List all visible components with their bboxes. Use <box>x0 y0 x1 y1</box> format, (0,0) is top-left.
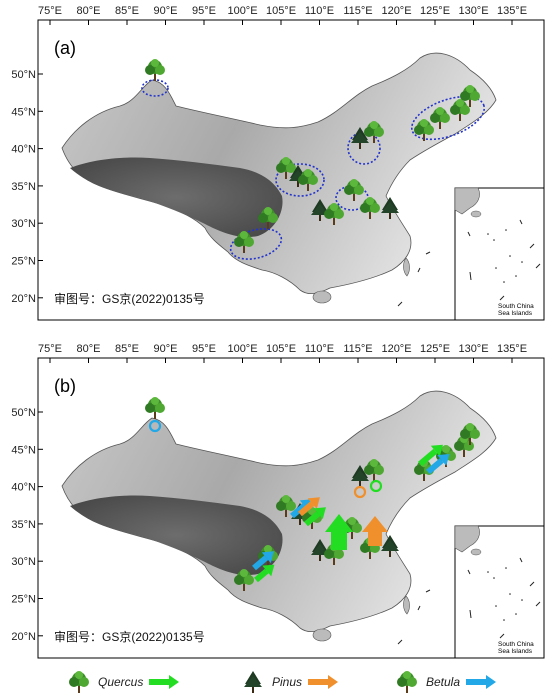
inset-caption-line2: Sea Islands <box>498 648 533 655</box>
island-marks <box>397 251 431 307</box>
quercus-tree-icon <box>69 671 89 693</box>
quercus-no-change-ring <box>369 479 383 493</box>
lon-tick-label: 85°E <box>115 343 139 355</box>
lon-tick-label: 125°E <box>420 5 450 17</box>
lat-tick-label: 25°N <box>11 594 36 606</box>
lon-tick-label: 80°E <box>77 5 101 17</box>
lon-tick-label: 105°E <box>266 5 296 17</box>
lat-tick-label: 30°N <box>11 218 36 230</box>
lon-tick-label: 95°E <box>192 5 216 17</box>
quercus-arrow-ne <box>418 444 443 467</box>
lon-tick-label: 90°E <box>154 5 178 17</box>
betula-no-change-ring <box>148 419 162 433</box>
panel-label: (b) <box>54 376 76 396</box>
china-landmass <box>61 390 497 632</box>
betula-arrow-sw <box>252 551 274 571</box>
pinus-arrow-icon <box>308 675 339 689</box>
legend-item-betula: Betula <box>394 668 497 696</box>
legend-item-pinus: Pinus <box>240 668 339 696</box>
pinus-tree-icon <box>244 671 262 693</box>
lat-tick-label: 20°N <box>11 293 36 305</box>
lon-tick-label: 95°E <box>192 343 216 355</box>
change-indicators <box>148 419 450 583</box>
quercus-arrow-large <box>325 514 353 550</box>
hainan-island <box>312 628 332 642</box>
tibetan-plateau <box>70 495 283 576</box>
betula-arrow-icon <box>466 675 497 689</box>
panel-label: (a) <box>54 38 76 58</box>
lon-tick-label: 100°E <box>227 5 257 17</box>
lon-tick-label: 130°E <box>458 343 488 355</box>
south-china-sea-inset <box>454 525 545 659</box>
lat-tick-label: 25°N <box>11 256 36 268</box>
lon-tick-label: 110°E <box>305 5 334 17</box>
taiwan-island <box>403 257 410 277</box>
lon-tick-label: 90°E <box>154 343 178 355</box>
approval-number: 审图号：GS京(2022)0135号 <box>54 291 205 306</box>
map-panel-b: 75°E 80°E 85°E 90°E 95°E 100°E 105°E 110°E 115°E… <box>0 338 549 660</box>
lon-tick-label: 120°E <box>381 5 411 17</box>
lon-tick-label: 135°E <box>497 343 527 355</box>
pinus-arrow-mid <box>298 497 320 517</box>
lon-tick-label: 120°E <box>381 343 411 355</box>
inset-caption-line2: Sea Islands <box>498 310 533 317</box>
china-landmass <box>61 52 497 294</box>
lon-tick-label: 135°E <box>497 5 527 17</box>
map-panel-a: 75°E 80°E 85°E 90°E 95°E 100°E 105°E 110°E 115°E… <box>0 0 549 338</box>
lat-axis-left: 50°N 45°N 40°N 35°N 30°N 25°N 20°N <box>11 69 43 305</box>
tibetan-plateau <box>70 157 283 238</box>
lat-tick-label: 50°N <box>11 407 36 419</box>
inset-caption-line1: South China <box>498 641 534 648</box>
lon-tick-label: 100°E <box>227 343 257 355</box>
lat-tick-label: 40°N <box>11 144 36 156</box>
lon-tick-label: 125°E <box>420 343 450 355</box>
betula-arrow-ne <box>426 454 450 475</box>
hainan-island <box>312 290 332 304</box>
approval-number: 审图号：GS京(2022)0135号 <box>54 629 205 644</box>
legend-item-quercus: Quercus <box>66 668 180 696</box>
lon-tick-label: 75°E <box>38 343 62 355</box>
inset-caption-line1: South China <box>498 303 534 310</box>
lon-tick-label: 85°E <box>115 5 139 17</box>
lat-tick-label: 40°N <box>11 482 36 494</box>
taiwan-island <box>403 595 410 615</box>
legend-label-pinus: Pinus <box>272 675 303 689</box>
pinus-no-change-ring <box>353 485 367 499</box>
lon-tick-label: 80°E <box>77 343 101 355</box>
island-marks <box>397 589 431 645</box>
lon-axis-top: 75°E 80°E 85°E 90°E 95°E 100°E 105°E 110°E 115°E… <box>38 343 527 363</box>
lat-tick-label: 45°N <box>11 106 36 118</box>
lat-tick-label: 30°N <box>11 556 36 568</box>
legend-label-quercus: Quercus <box>98 675 144 689</box>
lat-tick-label: 45°N <box>11 444 36 456</box>
quercus-arrow-sw <box>254 564 275 583</box>
lon-tick-label: 75°E <box>38 5 62 17</box>
quercus-arrow-icon <box>149 675 180 689</box>
lon-tick-label: 115°E <box>343 5 372 17</box>
lat-tick-label: 35°N <box>11 519 36 531</box>
pinus-arrow-large <box>362 516 388 546</box>
lat-axis-left: 50°N 45°N 40°N 35°N 30°N 25°N 20°N <box>11 407 43 643</box>
legend: Quercus Pinus Betula <box>0 660 549 700</box>
betula-tree-icon <box>397 671 417 693</box>
lat-tick-label: 20°N <box>11 631 36 643</box>
legend-label-betula: Betula <box>426 675 461 689</box>
lon-tick-label: 110°E <box>305 343 334 355</box>
lon-tick-label: 115°E <box>343 343 372 355</box>
quercus-arrow-mid <box>304 507 326 527</box>
lat-tick-label: 50°N <box>11 69 36 81</box>
lon-tick-label: 130°E <box>458 5 488 17</box>
lat-tick-label: 35°N <box>11 181 36 193</box>
lon-axis-top: 75°E 80°E 85°E 90°E 95°E 100°E 105°E 110°E 115°E… <box>38 5 527 25</box>
lon-tick-label: 105°E <box>266 343 296 355</box>
south-china-sea-inset <box>454 187 545 321</box>
